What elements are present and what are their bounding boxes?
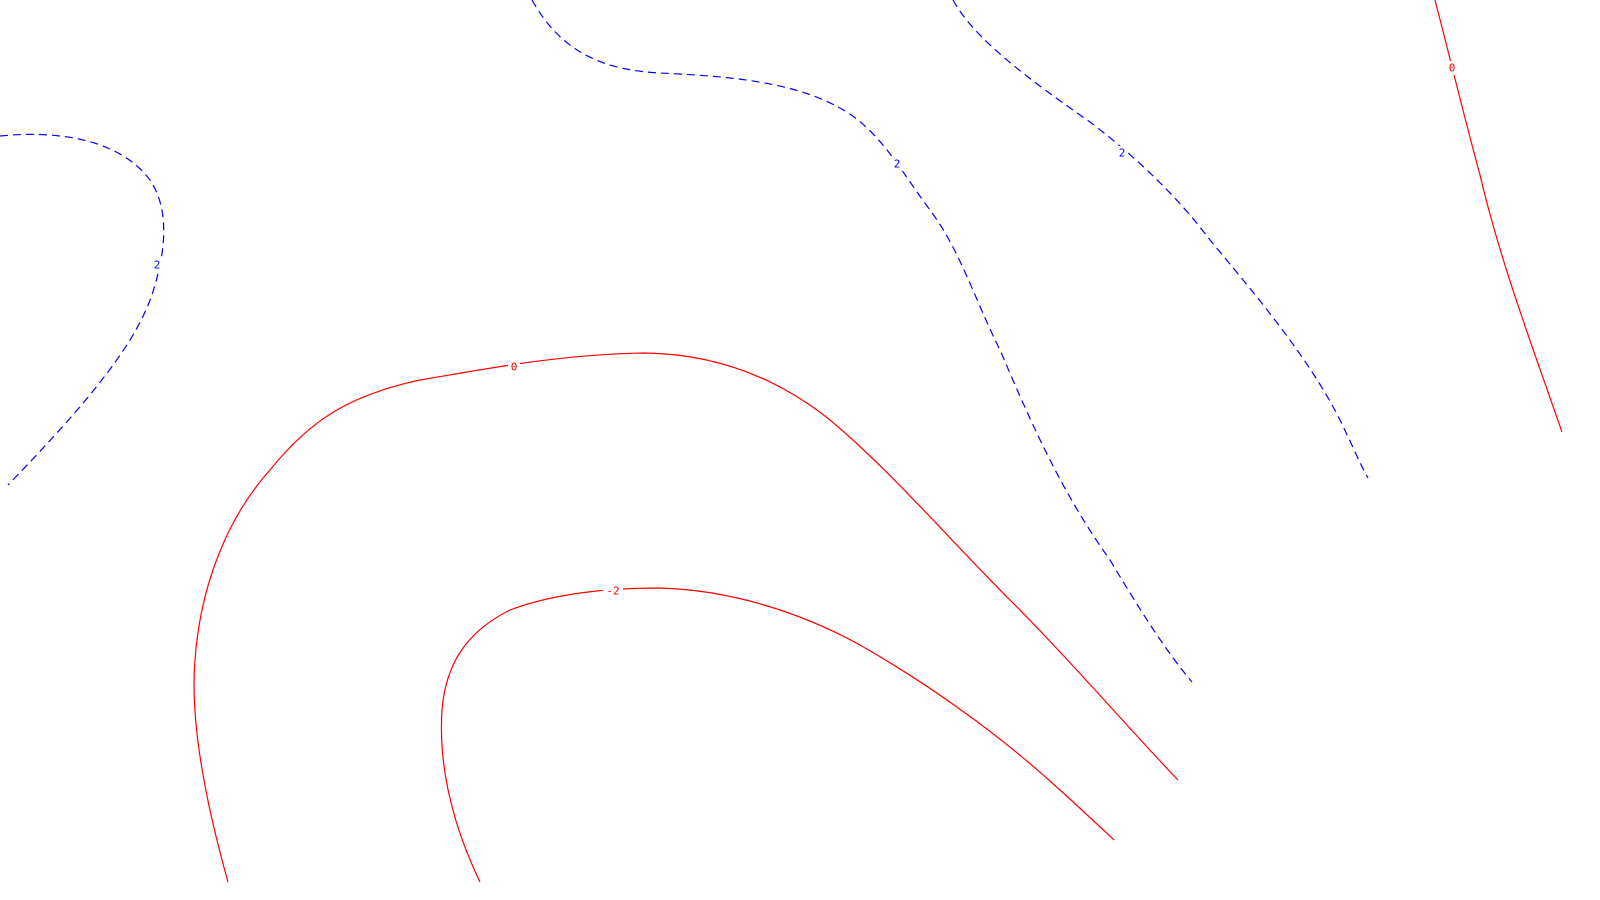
svg-text:2: 2 [894,158,901,171]
svg-text:2: 2 [1119,147,1126,160]
contour-label-pos-left: 2 [151,258,163,272]
contour-label-zero-center: 0 [508,360,520,374]
svg-text:0: 0 [1449,62,1456,75]
contour-label-pos-top-center: 2 [891,157,903,171]
contour-line-zero-right [1434,0,1563,433]
contour-label-pos-top-right: 2 [1116,146,1128,160]
contour-line-neg-center [440,587,1115,883]
contour-line-pos-top-right [952,0,1369,479]
svg-text:2: 2 [154,259,161,272]
contour-label-zero-right: 0 [1446,61,1458,75]
svg-text:-2: -2 [606,585,619,598]
contour-line-pos-top-center [531,0,1193,683]
contour-label-neg-center: -2 [603,584,623,598]
contour-line-pos-left [0,133,165,486]
contour-line-zero-center [193,352,1179,883]
svg-text:0: 0 [511,361,518,374]
